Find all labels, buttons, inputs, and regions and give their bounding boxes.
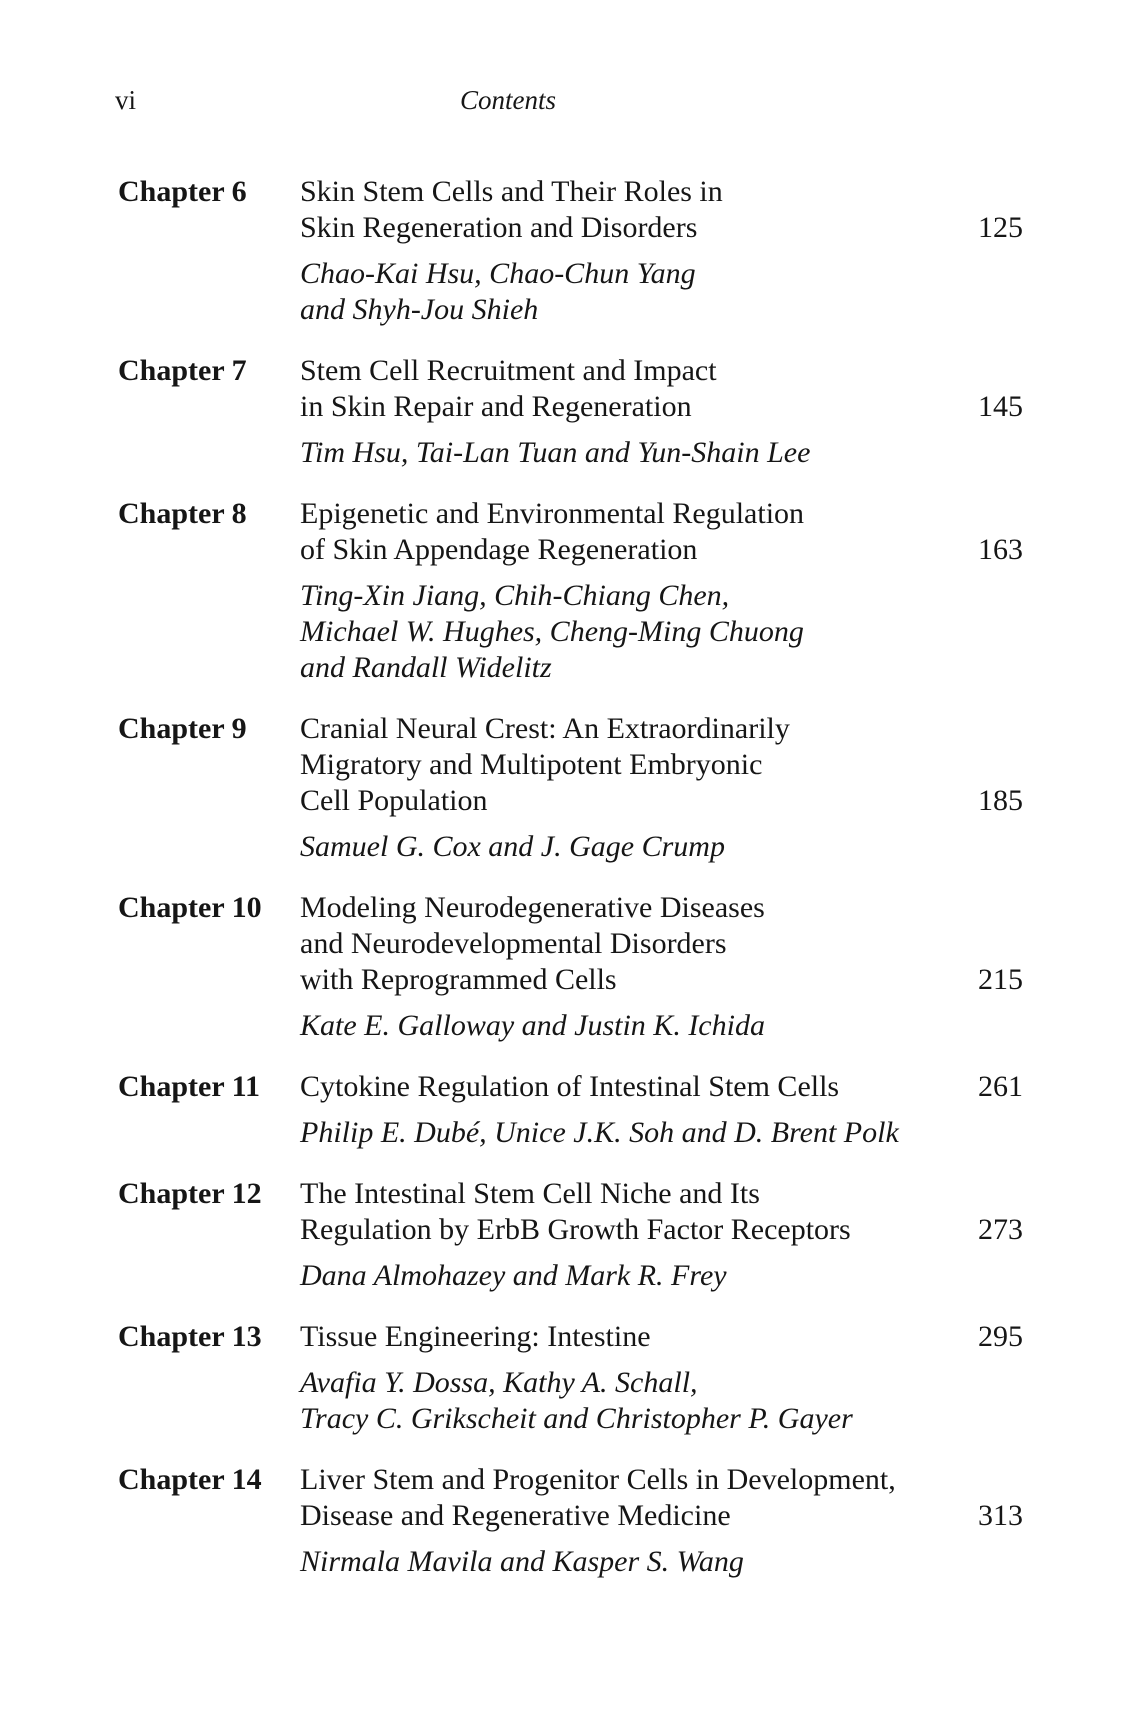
chapter-title: Skin Stem Cells and Their Roles in Skin R… <box>300 174 931 246</box>
chapter-label: Chapter 14 <box>118 1463 262 1496</box>
toc-entry: Chapter 9 Cranial Neural Crest: An Extra… <box>118 711 1023 865</box>
author-line: Avafia Y. Dossa, Kathy A. Schall, <box>300 1366 698 1399</box>
toc-entry: Chapter 10 Modeling Neurodegenerative Di… <box>118 890 1023 1044</box>
author-line: Tracy C. Grikscheit and Christopher P. G… <box>300 1402 853 1435</box>
chapter-title: Liver Stem and Progenitor Cells in Devel… <box>300 1462 931 1534</box>
toc-entry: Chapter 7 Stem Cell Recruitment and Impa… <box>118 353 1023 471</box>
chapter-page-number: 125 <box>978 211 1023 244</box>
title-line: Migratory and Multipotent Embryonic <box>300 748 763 781</box>
folio-page-number: vi <box>115 85 137 115</box>
chapter-label: Chapter 11 <box>118 1070 260 1103</box>
author-line: Nirmala Mavila and Kasper S. Wang <box>300 1545 744 1578</box>
chapter-label: Chapter 13 <box>118 1320 262 1353</box>
chapter-label: Chapter 6 <box>118 175 247 208</box>
chapter-title: The Intestinal Stem Cell Niche and Its Re… <box>300 1176 931 1248</box>
chapter-page-number: 163 <box>978 533 1023 566</box>
author-line: Dana Almohazey and Mark R. Frey <box>300 1259 727 1292</box>
toc-entry: Chapter 11 Cytokine Regulation of Intest… <box>118 1069 1023 1151</box>
title-line: of Skin Appendage Regeneration <box>300 533 698 566</box>
title-line: Epigenetic and Environmental Regulation <box>300 497 805 530</box>
title-line: Disease and Regenerative Medicine <box>300 1499 731 1532</box>
chapter-page-number: 261 <box>978 1070 1023 1103</box>
table-of-contents: Chapter 6 Skin Stem Cells and Their Role… <box>118 174 1023 1580</box>
chapter-authors: Philip E. Dubé, Unice J.K. Soh and D. Br… <box>300 1115 1023 1151</box>
chapter-page-number: 215 <box>978 963 1023 996</box>
title-line: in Skin Repair and Regeneration <box>300 390 692 423</box>
title-line: Cranial Neural Crest: An Extraordinarily <box>300 712 790 745</box>
chapter-title: Cytokine Regulation of Intestinal Stem C… <box>300 1069 931 1105</box>
chapter-authors: Chao-Kai Hsu, Chao-Chun Yang and Shyh-Jou… <box>300 256 1023 328</box>
author-line: Ting-Xin Jiang, Chih-Chiang Chen, <box>300 579 730 612</box>
author-line: and Randall Widelitz <box>300 651 552 684</box>
toc-entry: Chapter 13 Tissue Engineering: Intestine… <box>118 1319 1023 1437</box>
title-line: and Neurodevelopmental Disorders <box>300 927 727 960</box>
toc-entry: Chapter 12 The Intestinal Stem Cell Nich… <box>118 1176 1023 1294</box>
title-line: Cytokine Regulation of Intestinal Stem C… <box>300 1070 840 1103</box>
chapter-label: Chapter 10 <box>118 891 262 924</box>
chapter-authors: Ting-Xin Jiang, Chih-Chiang Chen, Michael… <box>300 578 1023 686</box>
author-line: and Shyh-Jou Shieh <box>300 293 539 326</box>
title-line: Liver Stem and Progenitor Cells in Devel… <box>300 1463 896 1496</box>
chapter-page-number: 273 <box>978 1213 1023 1246</box>
chapter-label: Chapter 7 <box>118 354 247 387</box>
chapter-title: Stem Cell Recruitment and Impact in Skin … <box>300 353 931 425</box>
title-line: Stem Cell Recruitment and Impact <box>300 354 717 387</box>
chapter-label: Chapter 8 <box>118 497 247 530</box>
title-line: Cell Population <box>300 784 488 817</box>
chapter-title: Cranial Neural Crest: An Extraordinarily… <box>300 711 931 819</box>
title-line: The Intestinal Stem Cell Niche and Its <box>300 1177 760 1210</box>
title-line: Modeling Neurodegenerative Diseases <box>300 891 765 924</box>
chapter-authors: Samuel G. Cox and J. Gage Crump <box>300 829 1023 865</box>
author-line: Chao-Kai Hsu, Chao-Chun Yang <box>300 257 696 290</box>
author-line: Michael W. Hughes, Cheng-Ming Chuong <box>300 615 804 648</box>
chapter-page-number: 145 <box>978 390 1023 423</box>
toc-entry: Chapter 6 Skin Stem Cells and Their Role… <box>118 174 1023 328</box>
title-line: Tissue Engineering: Intestine <box>300 1320 651 1353</box>
chapter-label: Chapter 12 <box>118 1177 262 1210</box>
chapter-label: Chapter 9 <box>118 712 247 745</box>
title-line: with Reprogrammed Cells <box>300 963 617 996</box>
chapter-page-number: 295 <box>978 1320 1023 1353</box>
chapter-title: Tissue Engineering: Intestine <box>300 1319 931 1355</box>
chapter-authors: Avafia Y. Dossa, Kathy A. Schall, Tracy C… <box>300 1365 1023 1437</box>
author-line: Philip E. Dubé, Unice J.K. Soh and D. Br… <box>300 1116 899 1149</box>
author-line: Tim Hsu, Tai-Lan Tuan and Yun-Shain Lee <box>300 436 811 469</box>
chapter-authors: Nirmala Mavila and Kasper S. Wang <box>300 1544 1023 1580</box>
running-head: Contents <box>459 85 557 115</box>
page-header: vi Contents <box>0 82 1140 118</box>
toc-entry: Chapter 14 Liver Stem and Progenitor Cel… <box>118 1462 1023 1580</box>
chapter-authors: Dana Almohazey and Mark R. Frey <box>300 1258 1023 1294</box>
author-line: Samuel G. Cox and J. Gage Crump <box>300 830 725 863</box>
toc-entry: Chapter 8 Epigenetic and Environmental R… <box>118 496 1023 686</box>
chapter-authors: Kate E. Galloway and Justin K. Ichida <box>300 1008 1023 1044</box>
chapter-title: Epigenetic and Environmental Regulation o… <box>300 496 931 568</box>
title-line: Skin Stem Cells and Their Roles in <box>300 175 723 208</box>
author-line: Kate E. Galloway and Justin K. Ichida <box>300 1009 765 1042</box>
chapter-page-number: 313 <box>978 1499 1023 1532</box>
chapter-authors: Tim Hsu, Tai-Lan Tuan and Yun-Shain Lee <box>300 435 1023 471</box>
title-line: Regulation by ErbB Growth Factor Recepto… <box>300 1213 851 1246</box>
title-line: Skin Regeneration and Disorders <box>300 211 698 244</box>
chapter-page-number: 185 <box>978 784 1023 817</box>
chapter-title: Modeling Neurodegenerative Diseases and N… <box>300 890 931 998</box>
